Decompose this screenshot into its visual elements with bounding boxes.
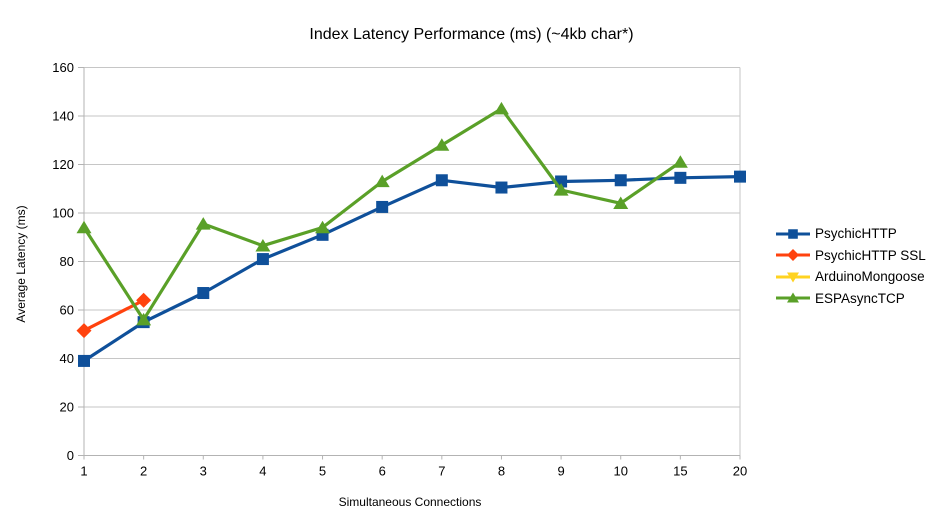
legend-key-triangle-up-icon bbox=[776, 292, 810, 303]
legend-key-diamond-icon bbox=[776, 249, 810, 262]
x-axis-title: Simultaneous Connections bbox=[338, 495, 482, 509]
x-tick-label: 8 bbox=[498, 464, 505, 479]
x-tick-label: 4 bbox=[259, 464, 266, 479]
y-tick-label: 160 bbox=[52, 60, 74, 75]
y-tick-label: 140 bbox=[52, 109, 74, 124]
legend-key-triangle-down-icon bbox=[776, 272, 810, 283]
legend: PsychicHTTP PsychicHTTP SSL ArduinoMongoos… bbox=[776, 223, 926, 309]
legend-label: PsychicHTTP bbox=[815, 226, 897, 242]
legend-label: ArduinoMongoose bbox=[815, 269, 925, 285]
square-marker bbox=[734, 170, 746, 183]
legend-marker-triangle-down bbox=[787, 272, 799, 283]
triangle-up-marker bbox=[195, 217, 211, 230]
gridlines bbox=[78, 67, 741, 456]
square-marker bbox=[435, 174, 448, 187]
x-tick-label: 9 bbox=[557, 464, 564, 479]
triangle-up-marker bbox=[136, 312, 152, 326]
tick-labels: 0 20 40 60 80 100 120 140 160 1 2 3 4 5 6 7 8 9 10 15 20 bbox=[52, 60, 747, 479]
x-tick-label: 6 bbox=[379, 464, 386, 479]
x-tick-label: 2 bbox=[140, 464, 147, 479]
triangle-up-marker bbox=[672, 155, 688, 168]
square-marker bbox=[495, 181, 508, 194]
triangle-up-marker bbox=[613, 196, 629, 209]
triangle-up-marker bbox=[255, 238, 271, 252]
y-tick-label: 100 bbox=[52, 206, 74, 221]
square-marker bbox=[614, 174, 627, 187]
triangle-up-marker bbox=[553, 183, 569, 196]
legend-item-psychichttp-ssl: PsychicHTTP SSL bbox=[776, 245, 926, 267]
triangle-up-marker bbox=[374, 174, 390, 188]
triangle-up-marker bbox=[76, 220, 92, 234]
y-tick-label: 20 bbox=[60, 400, 74, 415]
square-marker bbox=[256, 253, 269, 266]
legend-marker-triangle-up bbox=[787, 292, 799, 303]
series-espasynctcp bbox=[76, 101, 688, 326]
legend-marker-diamond bbox=[787, 249, 799, 262]
x-tick-label: 7 bbox=[438, 464, 445, 479]
y-axis-title: Average Latency (ms) bbox=[14, 205, 28, 323]
y-tick-label: 0 bbox=[67, 448, 74, 463]
square-marker bbox=[376, 200, 389, 213]
y-tick-label: 80 bbox=[60, 254, 74, 269]
y-tick-label: 120 bbox=[52, 157, 74, 172]
legend-marker-square bbox=[788, 228, 798, 239]
legend-item-arduinomongoose: ArduinoMongoose bbox=[776, 266, 926, 288]
square-marker bbox=[78, 354, 90, 367]
x-tick-label: 5 bbox=[319, 464, 326, 479]
square-marker bbox=[674, 171, 687, 184]
legend-label: ESPAsyncTCP bbox=[815, 290, 905, 306]
legend-item-espasynctcp: ESPAsyncTCP bbox=[776, 288, 926, 310]
legend-item-psychichttp: PsychicHTTP bbox=[776, 223, 926, 245]
legend-label: PsychicHTTP SSL bbox=[815, 247, 926, 263]
x-tick-label: 20 bbox=[733, 464, 747, 479]
series-line bbox=[82, 107, 682, 322]
x-tick-label: 15 bbox=[673, 464, 687, 479]
y-tick-label: 40 bbox=[60, 351, 74, 366]
legend-key-square-icon bbox=[776, 228, 810, 239]
series-line bbox=[83, 175, 741, 363]
series-psychichttp bbox=[78, 170, 746, 367]
chart-title: Index Latency Performance (ms) (~4kb cha… bbox=[309, 26, 634, 43]
triangle-up-marker bbox=[493, 101, 509, 115]
diamond-marker bbox=[76, 323, 92, 339]
triangle-up-marker bbox=[315, 220, 331, 234]
square-marker bbox=[197, 287, 210, 300]
y-tick-label: 60 bbox=[60, 303, 74, 318]
x-tick-label: 3 bbox=[200, 464, 207, 479]
x-tick-label: 10 bbox=[613, 464, 627, 479]
triangle-up-marker bbox=[434, 138, 450, 151]
x-tick-label: 1 bbox=[80, 464, 87, 479]
diamond-marker bbox=[136, 292, 152, 308]
axes bbox=[83, 67, 741, 460]
